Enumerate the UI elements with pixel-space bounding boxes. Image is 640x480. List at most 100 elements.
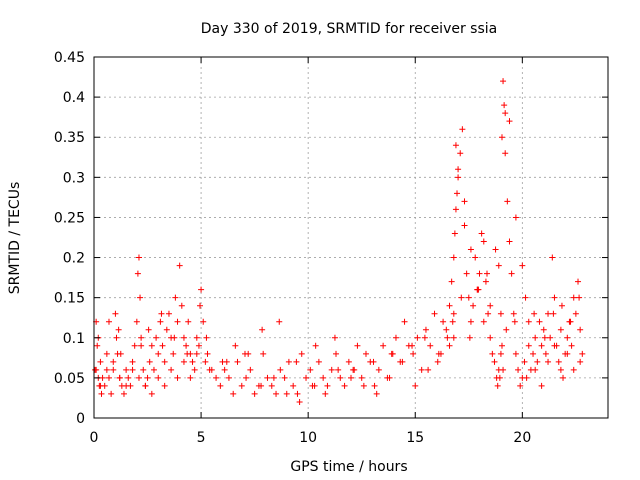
data-point <box>448 278 455 285</box>
data-point <box>276 318 283 325</box>
data-point <box>492 246 499 253</box>
data-point <box>113 334 120 341</box>
data-point <box>112 310 119 317</box>
data-point <box>120 390 127 397</box>
data-point <box>370 358 377 365</box>
data-point <box>503 326 510 333</box>
data-point <box>373 390 380 397</box>
data-point <box>572 310 579 317</box>
data-point <box>427 342 434 349</box>
data-point <box>148 390 155 397</box>
data-point <box>401 318 408 325</box>
data-point <box>458 294 465 301</box>
data-point <box>138 334 145 341</box>
data-point <box>485 310 492 317</box>
data-point <box>422 326 429 333</box>
data-point <box>193 350 200 357</box>
y-tick-label: 0.4 <box>63 90 85 106</box>
data-point <box>335 366 342 373</box>
data-point <box>135 254 142 261</box>
data-point <box>225 374 232 381</box>
data-point <box>159 342 166 349</box>
data-point <box>475 286 482 293</box>
data-point <box>506 238 513 245</box>
data-point <box>155 350 162 357</box>
data-point <box>294 390 301 397</box>
data-point <box>103 350 110 357</box>
data-point <box>309 382 316 389</box>
axis-ticks <box>93 56 608 419</box>
data-point <box>461 198 468 205</box>
data-point <box>115 326 122 333</box>
x-tick-label: 10 <box>299 430 317 446</box>
data-point <box>570 366 577 373</box>
data-point <box>206 366 213 373</box>
data-point <box>557 366 564 373</box>
data-point <box>258 382 265 389</box>
x-tick-label: 0 <box>90 430 99 446</box>
data-point <box>184 350 191 357</box>
data-point <box>117 350 124 357</box>
data-point <box>466 334 473 341</box>
data-point <box>452 206 459 213</box>
data-point <box>463 270 470 277</box>
y-tick-label: 0.05 <box>54 371 85 387</box>
data-point <box>137 294 144 301</box>
plot-frame <box>93 56 609 419</box>
data-point <box>461 222 468 229</box>
data-point <box>487 334 494 341</box>
data-point <box>547 334 554 341</box>
data-point <box>189 358 196 365</box>
data-point <box>144 374 151 381</box>
y-tick-label: 0.45 <box>54 50 85 66</box>
data-point <box>454 190 461 197</box>
data-point <box>94 342 101 349</box>
data-point <box>555 358 562 365</box>
data-point <box>360 382 367 389</box>
data-point <box>421 334 428 341</box>
data-point <box>558 302 565 309</box>
data-point <box>522 294 529 301</box>
data-point <box>467 246 474 253</box>
data-point <box>158 310 165 317</box>
data-point <box>504 198 511 205</box>
data-point <box>501 102 508 109</box>
data-point <box>129 358 136 365</box>
data-point <box>482 278 489 285</box>
data-point <box>133 318 140 325</box>
data-point <box>511 318 518 325</box>
data-point <box>487 302 494 309</box>
data-point <box>434 358 441 365</box>
data-point <box>470 302 477 309</box>
data-point <box>183 342 190 349</box>
data-point <box>193 334 200 341</box>
data-point <box>174 374 181 381</box>
data-point <box>180 358 187 365</box>
data-point <box>450 310 457 317</box>
data-point <box>510 310 517 317</box>
data-point <box>494 382 501 389</box>
data-point <box>380 342 387 349</box>
data-point <box>480 238 487 245</box>
data-point <box>176 262 183 269</box>
data-point <box>260 350 267 357</box>
data-point <box>341 382 348 389</box>
data-point <box>354 342 361 349</box>
data-point <box>110 366 117 373</box>
data-point <box>568 342 575 349</box>
data-point <box>108 390 115 397</box>
y-tick-label: 0.2 <box>63 251 85 267</box>
data-point <box>168 366 175 373</box>
data-point <box>322 390 329 397</box>
data-point <box>134 270 141 277</box>
data-point <box>123 382 130 389</box>
data-point <box>125 374 132 381</box>
data-point <box>410 350 417 357</box>
y-tick-label: 0.1 <box>63 331 85 347</box>
data-point <box>180 334 187 341</box>
data-point <box>155 374 162 381</box>
data-point <box>243 374 250 381</box>
data-point <box>123 366 130 373</box>
